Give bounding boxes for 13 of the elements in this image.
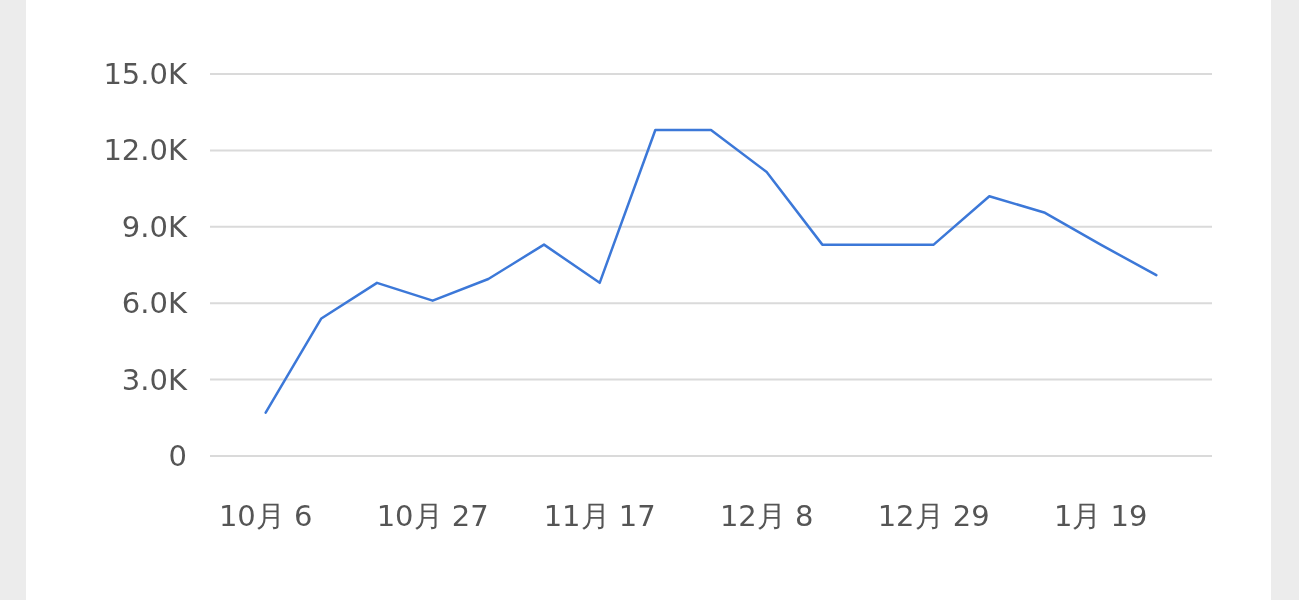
y-tick-label: 12.0K (103, 133, 188, 168)
x-tick-label: 11月 17 (543, 499, 656, 533)
y-tick-label: 9.0K (121, 209, 188, 244)
x-tick-label: 10月 6 (218, 499, 313, 533)
x-tick-label: 12月 29 (877, 499, 990, 533)
y-tick-label: 0 (168, 439, 187, 473)
x-tick-label: 12月 8 (719, 499, 814, 533)
x-tick-label: 1月 19 (1053, 499, 1148, 533)
y-tick-label: 15.0K (103, 57, 188, 91)
line-series (264, 128, 1158, 414)
y-tick-label: 6.0K (121, 286, 188, 321)
y-tick-label: 3.0K (121, 362, 188, 397)
x-tick-label: 10月 27 (376, 499, 489, 533)
